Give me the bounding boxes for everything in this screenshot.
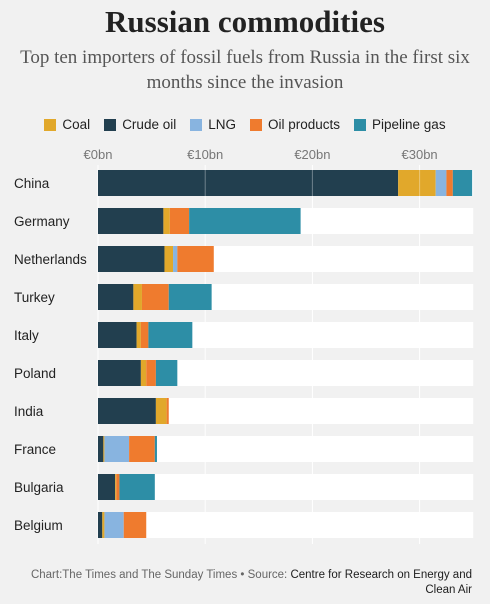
legend-swatch-coal	[44, 118, 57, 131]
bar-segment-oil-products	[123, 512, 147, 538]
bar-segment-crude-oil	[98, 170, 399, 196]
bar-segment-oil-products	[146, 360, 156, 386]
legend-label-pipeline-gas: Pipeline gas	[372, 117, 446, 132]
category-label: Poland	[14, 366, 56, 381]
chart-credit: Chart:The Times and The Sunday Times	[30, 569, 238, 581]
category-label: India	[14, 404, 44, 419]
legend-item-oil-products: Oil products	[249, 117, 341, 132]
bar-segment-pipeline-gas	[452, 170, 473, 196]
bar-segment-pipeline-gas	[119, 474, 155, 500]
bar-segment-coal	[140, 360, 147, 386]
bar-segment-oil-products	[116, 474, 120, 500]
bar-segment-crude-oil	[98, 284, 134, 310]
legend-label-crude-oil: Crude oil	[122, 117, 177, 132]
legend-item-coal: Coal	[44, 117, 90, 132]
bar-segment-pipeline-gas	[154, 436, 157, 462]
bar-segment-coal	[155, 398, 167, 424]
legend-swatch-crude-oil	[104, 118, 117, 131]
bar-segment-lng	[104, 436, 130, 462]
bar-segment-coal	[103, 436, 105, 462]
bar-segment-oil-products	[177, 246, 214, 272]
bar-segment-coal	[398, 170, 436, 196]
row-band	[98, 474, 474, 500]
legend-item-crude-oil: Crude oil	[104, 117, 176, 132]
legend-swatch-oil-products	[249, 118, 262, 131]
bar-segment-lng	[104, 512, 124, 538]
category-label: Bulgaria	[14, 480, 64, 495]
bar-segment-crude-oil	[98, 436, 104, 462]
chart-footer: Chart:The Times and The Sunday Times • S…	[2, 568, 472, 598]
x-tick-label: €10bn	[187, 147, 223, 162]
x-tick-label: €0bn	[84, 147, 113, 162]
legend-label-lng: LNG	[208, 117, 236, 132]
chart-title: Russian commodities	[105, 4, 385, 39]
bar-segment-pipeline-gas	[148, 322, 193, 348]
bar-segment-crude-oil	[98, 512, 103, 538]
row-band	[98, 512, 474, 538]
bar-segment-crude-oil	[98, 398, 156, 424]
bar-segment-lng	[173, 246, 178, 272]
category-label: Germany	[14, 214, 70, 229]
x-tick-label: €30bn	[402, 147, 438, 162]
bar-segment-coal	[102, 512, 105, 538]
legend-swatch-lng	[190, 118, 203, 131]
chart-subtitle: Top ten importers of fossil fuels from R…	[20, 47, 470, 93]
category-label: China	[14, 176, 50, 191]
bar-segment-oil-products	[169, 208, 190, 234]
bar-segment-oil-products	[140, 322, 149, 348]
bar-segment-oil-products	[141, 284, 169, 310]
bar-segment-crude-oil	[98, 474, 116, 500]
bar-segment-crude-oil	[98, 246, 165, 272]
category-label: Netherlands	[14, 252, 87, 267]
source-value: Centre for Research on Energy and Clean …	[290, 569, 472, 596]
bar-segment-lng	[435, 170, 447, 196]
bar-segment-oil-products	[446, 170, 453, 196]
legend-label-coal: Coal	[62, 117, 91, 132]
bar-segment-oil-products	[129, 436, 155, 462]
bar-segment-crude-oil	[98, 360, 141, 386]
bar-segment-coal	[133, 284, 142, 310]
category-label: France	[14, 442, 56, 457]
bar-segment-crude-oil	[98, 208, 164, 234]
source-label: Source:	[247, 569, 291, 581]
bar-segment-pipeline-gas	[189, 208, 301, 234]
legend-label-oil-products: Oil products	[267, 117, 341, 132]
legend-item-lng: LNG	[190, 117, 236, 132]
stacked-bar-chart: €0bn €10bn €20bn €30bn China Germany Netherlan…	[14, 147, 474, 544]
category-label: Belgium	[14, 518, 63, 533]
bar-segment-oil-products	[166, 398, 169, 424]
legend-swatch-pipeline-gas	[354, 118, 367, 131]
legend-item-pipeline-gas: Pipeline gas	[354, 117, 446, 132]
category-label: Italy	[14, 328, 39, 343]
bar-segment-coal	[163, 208, 170, 234]
bar-segment-coal	[164, 246, 174, 272]
bar-segment-crude-oil	[98, 322, 137, 348]
bar-segment-pipeline-gas	[155, 360, 178, 386]
bar-segment-pipeline-gas	[168, 284, 212, 310]
chart-legend: Coal Crude oil LNG Oil products Pipeline gas	[0, 117, 490, 132]
x-tick-label: €20bn	[294, 147, 330, 162]
footer-separator: •	[237, 569, 248, 581]
bar-segment-coal	[136, 322, 141, 348]
category-label: Turkey	[14, 290, 55, 305]
bar-segment-coal	[115, 474, 117, 500]
row-band	[98, 436, 474, 462]
